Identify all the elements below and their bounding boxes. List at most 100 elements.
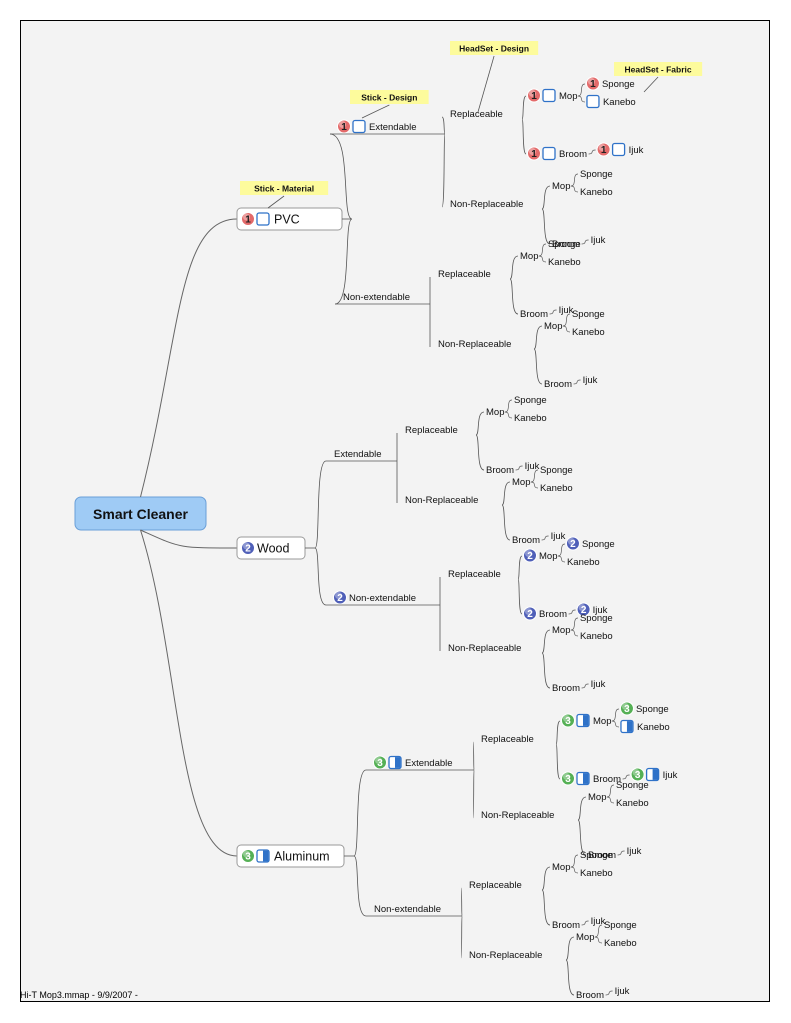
leaf-sponge-label[interactable]: Sponge — [616, 780, 649, 791]
subtopic-mop[interactable]: Mop — [552, 625, 570, 636]
topic-replaceable[interactable]: Replaceable — [450, 109, 503, 120]
topic-replaceable[interactable]: Replaceable — [481, 734, 534, 745]
leaf-sponge[interactable]: Sponge — [604, 920, 637, 931]
subtopic-broom[interactable]: Broom — [512, 535, 540, 546]
leaf-kanebo-label[interactable]: Kanebo — [572, 327, 605, 338]
leaf-sponge-label[interactable]: Sponge — [602, 79, 635, 90]
subtopic-mop[interactable]: Mop — [552, 181, 570, 192]
topic-non-replaceable[interactable]: Non-Replaceable — [450, 199, 523, 210]
leaf-kanebo-label[interactable]: Kanebo — [580, 187, 613, 198]
leaf-ijuk[interactable]: Ijuk — [591, 235, 606, 246]
leaf-kanebo-label[interactable]: Kanebo — [616, 798, 649, 809]
topic-non-replaceable-label[interactable]: Non-Replaceable — [481, 810, 554, 821]
leaf-ijuk-label[interactable]: Ijuk — [551, 531, 566, 542]
leaf-sponge-label[interactable]: Sponge — [580, 169, 613, 180]
leaf-sponge[interactable]: 3 Sponge — [619, 701, 669, 716]
branch-pvc[interactable]: 1 PVC — [236, 207, 343, 231]
topic-replaceable[interactable]: Replaceable — [438, 269, 491, 280]
topic-wood-non-extendable[interactable]: 2 Non-extendable — [333, 590, 417, 605]
callout-stick-design[interactable]: Stick - Design — [350, 90, 429, 119]
task-not-started-icon[interactable] — [352, 119, 366, 134]
leaf-sponge-label[interactable]: Sponge — [548, 239, 581, 250]
topic-non-replaceable[interactable]: Non-Replaceable — [438, 339, 511, 350]
leaf-ijuk-label[interactable]: Ijuk — [627, 846, 642, 857]
leaf-sponge[interactable]: Sponge — [540, 465, 573, 476]
task-half-complete-icon[interactable] — [576, 771, 590, 786]
subtopic-broom-label[interactable]: Broom — [559, 149, 587, 160]
task-half-complete-icon[interactable] — [620, 719, 634, 734]
task-not-started-icon[interactable] — [542, 146, 556, 161]
task-half-complete-icon[interactable] — [645, 767, 660, 782]
branch-aluminum[interactable]: 3 Aluminum — [236, 844, 345, 868]
leaf-kanebo[interactable]: Kanebo — [616, 798, 649, 809]
subtopic-mop-label[interactable]: Mop — [552, 181, 570, 192]
leaf-ijuk-label[interactable]: Ijuk — [591, 235, 606, 246]
subtopic-mop-label[interactable]: Mop — [539, 551, 557, 562]
topic-replaceable[interactable]: Replaceable — [448, 569, 501, 580]
topic-non-replaceable[interactable]: Non-Replaceable — [405, 495, 478, 506]
leaf-kanebo[interactable]: Kanebo — [514, 413, 547, 424]
subtopic-broom-label[interactable]: Broom — [593, 774, 621, 785]
leaf-kanebo-label[interactable]: Kanebo — [637, 722, 670, 733]
topic-replaceable-label[interactable]: Replaceable — [448, 569, 501, 580]
topic-replaceable-label[interactable]: Replaceable — [469, 880, 522, 891]
leaf-ijuk-label[interactable]: Ijuk — [591, 916, 606, 927]
subtopic-mop-label[interactable]: Mop — [544, 321, 562, 332]
topic-replaceable-label[interactable]: Replaceable — [481, 734, 534, 745]
topic-replaceable[interactable]: Replaceable — [469, 880, 522, 891]
leaf-ijuk[interactable]: Ijuk — [591, 916, 606, 927]
leaf-kanebo-label[interactable]: Kanebo — [604, 938, 637, 949]
leaf-ijuk[interactable]: Ijuk — [583, 375, 598, 386]
leaf-ijuk[interactable]: Ijuk — [559, 305, 574, 316]
subtopic-mop[interactable]: Mop — [588, 792, 606, 803]
leaf-ijuk[interactable]: 3 Ijuk — [630, 767, 678, 782]
leaf-sponge-label[interactable]: Sponge — [582, 539, 615, 550]
leaf-ijuk[interactable]: 1 Ijuk — [596, 142, 644, 157]
leaf-kanebo[interactable]: Kanebo — [620, 719, 670, 734]
topic-replaceable-label[interactable]: Replaceable — [405, 425, 458, 436]
subtopic-broom[interactable]: Broom — [552, 239, 580, 250]
subtopic-mop-label[interactable]: Mop — [588, 792, 606, 803]
leaf-kanebo[interactable]: Kanebo — [540, 483, 573, 494]
leaf-sponge[interactable]: Sponge — [616, 780, 649, 791]
task-not-started-icon[interactable] — [586, 94, 600, 109]
subtopic-broom[interactable]: Broom — [552, 920, 580, 931]
callout-stick-material[interactable]: Stick - Material — [240, 181, 329, 209]
leaf-ijuk-label[interactable]: Ijuk — [629, 145, 644, 156]
leaf-kanebo[interactable]: Kanebo — [580, 631, 613, 642]
leaf-sponge[interactable]: 1 Sponge — [585, 76, 635, 91]
callout-headset-design[interactable]: HeadSet - Design — [450, 41, 539, 113]
leaf-ijuk-label[interactable]: Ijuk — [615, 986, 630, 997]
topic-wood-non-extendable-label[interactable]: Non-extendable — [349, 593, 416, 604]
task-not-started-icon[interactable] — [542, 88, 556, 103]
leaf-ijuk-label[interactable]: Ijuk — [525, 461, 540, 472]
topic-pvc-non-extendable[interactable]: Non-extendable — [343, 292, 410, 303]
subtopic-mop-label[interactable]: Mop — [520, 251, 538, 262]
topic-non-replaceable-label[interactable]: Non-Replaceable — [405, 495, 478, 506]
task-half-complete-icon[interactable] — [576, 713, 590, 728]
leaf-kanebo-label[interactable]: Kanebo — [514, 413, 547, 424]
leaf-kanebo[interactable]: Kanebo — [586, 94, 636, 109]
leaf-kanebo-label[interactable]: Kanebo — [580, 631, 613, 642]
topic-non-replaceable-label[interactable]: Non-Replaceable — [448, 643, 521, 654]
subtopic-broom-label[interactable]: Broom — [544, 379, 572, 390]
topic-aluminum-extendable[interactable]: 3 Extendable — [373, 755, 453, 770]
subtopic-broom-label[interactable]: Broom — [552, 239, 580, 250]
leaf-sponge-label[interactable]: Sponge — [580, 613, 613, 624]
subtopic-mop[interactable]: 3 Mop — [561, 713, 612, 728]
subtopic-broom[interactable]: 2 Broom — [523, 606, 568, 621]
topic-non-replaceable-label[interactable]: Non-Replaceable — [450, 199, 523, 210]
subtopic-broom-label[interactable]: Broom — [576, 990, 604, 1001]
subtopic-mop-label[interactable]: Mop — [559, 91, 577, 102]
subtopic-broom-label[interactable]: Broom — [486, 465, 514, 476]
topic-non-replaceable-label[interactable]: Non-Replaceable — [469, 950, 542, 961]
leaf-sponge[interactable]: Sponge — [580, 613, 613, 624]
leaf-sponge[interactable]: Sponge — [580, 850, 613, 861]
leaf-kanebo[interactable]: Kanebo — [604, 938, 637, 949]
topic-pvc-extendable-label[interactable]: Extendable — [369, 122, 417, 133]
leaf-kanebo[interactable]: Kanebo — [580, 187, 613, 198]
subtopic-mop-label[interactable]: Mop — [576, 932, 594, 943]
leaf-ijuk-label[interactable]: Ijuk — [559, 305, 574, 316]
leaf-kanebo-label[interactable]: Kanebo — [580, 868, 613, 879]
leaf-sponge-label[interactable]: Sponge — [540, 465, 573, 476]
